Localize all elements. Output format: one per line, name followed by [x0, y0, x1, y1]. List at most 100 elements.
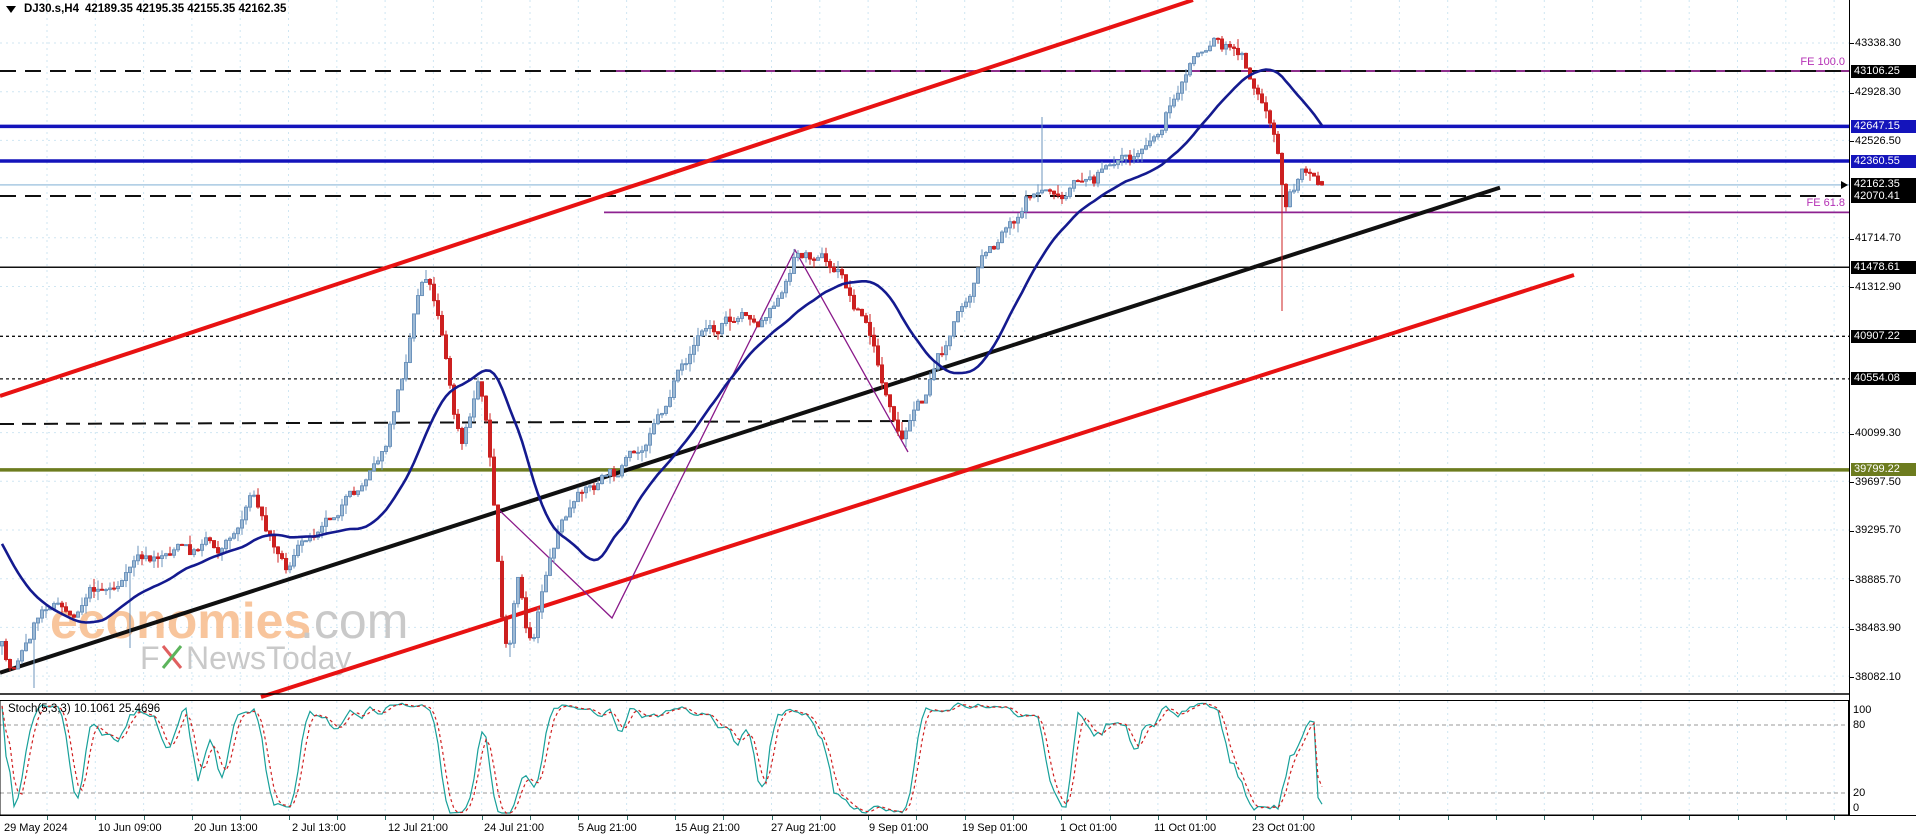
- date-label: 19 Sep 01:00: [962, 822, 1028, 834]
- date-label: 24 Jul 21:00: [484, 822, 544, 834]
- date-tick: [530, 816, 531, 820]
- stoch-scale-label: 100: [1853, 704, 1872, 716]
- price-label: 40907.22: [1851, 329, 1916, 343]
- price-label: 39799.22: [1851, 463, 1916, 477]
- date-tick: [1834, 816, 1836, 820]
- svg-text:NewsToday: NewsToday: [186, 640, 351, 676]
- stoch-k-line: [1, 702, 1323, 814]
- price-label: 42928.30: [1855, 86, 1901, 98]
- date-tick: [578, 816, 580, 820]
- bid-price-arrow-icon: [1841, 181, 1848, 189]
- red-channel-upper: [0, 0, 1194, 398]
- date-tick: [819, 816, 821, 820]
- date-label: 15 Aug 21:00: [675, 822, 740, 834]
- date-tick: [240, 816, 242, 820]
- date-tick: [47, 816, 48, 820]
- price-label: 43106.25: [1851, 64, 1916, 78]
- date-tick: [1689, 816, 1691, 820]
- date-tick: [1447, 816, 1449, 820]
- date-tick: [481, 816, 483, 820]
- date-tick: [433, 816, 435, 820]
- date-axis[interactable]: 29 May 2024 10 Jun 09:00 20 Jun 13:00 2 Jul…: [0, 815, 1916, 840]
- fib-level-label: FE 61.8: [1806, 197, 1845, 209]
- date-tick: [771, 816, 773, 820]
- date-tick: [143, 816, 145, 820]
- date-label: 2 Jul 13:00: [292, 822, 346, 834]
- symbol-dropdown-icon[interactable]: [6, 5, 16, 13]
- date-tick: [964, 816, 966, 820]
- black-dashed-flat: [0, 420, 913, 425]
- price-label: 38483.90: [1855, 622, 1901, 634]
- zigzag-pattern: [496, 248, 909, 620]
- date-label: 29 May 2024: [4, 822, 68, 834]
- stoch-scale-label: 20: [1853, 787, 1866, 799]
- price-label: 39295.70: [1855, 524, 1901, 537]
- stoch-d-line: [1, 702, 1323, 814]
- date-tick: [916, 816, 918, 820]
- red-channel-lower: [260, 273, 1575, 699]
- date-tick: [1157, 816, 1159, 820]
- date-label: 9 Sep 01:00: [869, 822, 929, 834]
- date-label: 23 Oct 01:00: [1252, 822, 1315, 834]
- date-tick: [1785, 816, 1787, 820]
- date-label: 1 Oct 01:00: [1060, 822, 1117, 834]
- svg-text:F: F: [140, 640, 160, 676]
- date-tick: [1351, 816, 1353, 820]
- ohlc-values: 42189.35 42195.35 42155.35 42162.35: [84, 3, 287, 15]
- grid: [0, 0, 1849, 694]
- symbol-period-label: DJ30.s,H4: [24, 3, 79, 15]
- stoch-scale-label: 80: [1853, 719, 1866, 731]
- date-tick: [1302, 816, 1304, 820]
- ohlc-info-line: DJ30.s,H4 42189.35 42195.35 42155.35 421…: [6, 3, 286, 15]
- stoch-grid: [46, 701, 1835, 814]
- price-label: 38885.70: [1855, 573, 1901, 586]
- price-label: 42162.35: [1851, 178, 1916, 192]
- date-tick: [1061, 816, 1063, 820]
- stochastic-indicator-label: Stoch(5,3,3) 10.1061 25.4696: [8, 703, 161, 715]
- date-tick: [191, 816, 193, 820]
- date-tick: [1544, 816, 1546, 820]
- price-label: 41312.90: [1855, 280, 1901, 293]
- date-tick: [1206, 816, 1208, 820]
- svg-text:.com: .com: [300, 593, 408, 649]
- date-tick: [868, 816, 870, 820]
- date-tick: [1254, 816, 1256, 820]
- date-label: 27 Aug 21:00: [771, 822, 836, 834]
- date-tick: [1013, 816, 1014, 820]
- candles-down: [4, 36, 1324, 671]
- price-label: 42526.50: [1855, 134, 1901, 147]
- price-label: 43338.30: [1855, 36, 1901, 49]
- date-tick: [95, 816, 97, 820]
- date-tick: [1737, 816, 1739, 820]
- moving-average-line: [0, 68, 1324, 624]
- black-trendline: [0, 185, 1501, 675]
- date-tick: [1109, 816, 1111, 820]
- stochastic-panel-canvas[interactable]: [0, 700, 1849, 816]
- date-tick: [1496, 816, 1497, 820]
- date-label: 12 Jul 21:00: [388, 822, 448, 834]
- date-tick: [336, 816, 338, 820]
- date-tick: [385, 816, 387, 820]
- price-label: 40099.30: [1855, 427, 1901, 440]
- price-label: 40554.08: [1851, 372, 1916, 386]
- date-label: 10 Jun 09:00: [98, 822, 162, 834]
- date-tick: [723, 816, 725, 820]
- price-axis[interactable]: 43338.30 43106.25 42928.30 42647.15 42526.50…: [1849, 0, 1916, 816]
- price-label: 42070.41: [1851, 189, 1916, 203]
- date-label: 5 Aug 21:00: [578, 822, 637, 834]
- date-label: 20 Jun 13:00: [194, 822, 258, 834]
- date-label: 11 Oct 01:00: [1154, 822, 1217, 834]
- price-label: 41714.70: [1855, 232, 1901, 245]
- date-tick: [1592, 816, 1594, 820]
- date-tick: [626, 816, 628, 820]
- price-label: 39697.50: [1855, 475, 1901, 488]
- fib-level-label: FE 100.0: [1800, 56, 1845, 68]
- date-tick: [1399, 816, 1401, 820]
- date-tick: [674, 816, 676, 820]
- date-tick: [288, 816, 290, 820]
- candles-up: [0, 37, 1304, 688]
- price-label: 38082.10: [1855, 670, 1901, 683]
